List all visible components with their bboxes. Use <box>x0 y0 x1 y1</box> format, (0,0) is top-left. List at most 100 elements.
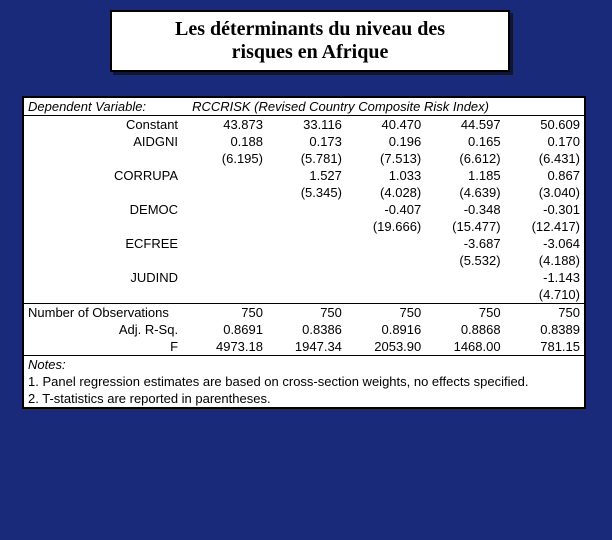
row-democ: DEMOC -0.407 -0.348 -0.301 <box>24 201 584 218</box>
cell: 40.470 <box>346 116 425 134</box>
cell: 4973.18 <box>188 338 267 356</box>
cell: (4.188) <box>505 252 584 269</box>
constant-label: Constant <box>24 116 188 134</box>
dep-var-value: RCCRISK (Revised Country Composite Risk … <box>188 98 584 116</box>
democ-label: DEMOC <box>24 201 188 218</box>
row-judind: JUDIND -1.143 <box>24 269 584 286</box>
cell: 1.527 <box>267 167 346 184</box>
ecfree-label: ECFREE <box>24 235 188 252</box>
cell <box>188 184 267 201</box>
cell: (6.431) <box>505 150 584 167</box>
cell <box>267 235 346 252</box>
cell <box>188 252 267 269</box>
fstat-label: F <box>24 338 188 356</box>
cell <box>267 286 346 304</box>
cell <box>267 201 346 218</box>
row-democ-t: (19.666) (15.477) (12.417) <box>24 218 584 235</box>
row-nobs: Number of Observations 750 750 750 750 7… <box>24 304 584 322</box>
cell: (4.028) <box>346 184 425 201</box>
regression-table: Dependent Variable: RCCRISK (Revised Cou… <box>22 96 586 409</box>
judind-label: JUDIND <box>24 269 188 286</box>
row-judind-t: (4.710) <box>24 286 584 304</box>
cell <box>346 235 425 252</box>
notes-title: Notes: <box>24 356 584 373</box>
cell: (7.513) <box>346 150 425 167</box>
adjr2-label: Adj. R-Sq. <box>24 321 188 338</box>
cell: 0.173 <box>267 133 346 150</box>
cell: 0.8691 <box>188 321 267 338</box>
cell: 1.033 <box>346 167 425 184</box>
cell: 750 <box>425 304 504 322</box>
cell <box>425 286 504 304</box>
cell: 781.15 <box>505 338 584 356</box>
cell: -3.687 <box>425 235 504 252</box>
cell <box>188 286 267 304</box>
cell: -3.064 <box>505 235 584 252</box>
cell: 0.8386 <box>267 321 346 338</box>
row-corrupa-t: (5.345) (4.028) (4.639) (3.040) <box>24 184 584 201</box>
slide-title: Les déterminants du niveau des risques e… <box>110 10 510 72</box>
cell: 0.8916 <box>346 321 425 338</box>
note-1: 1. Panel regression estimates are based … <box>24 373 584 390</box>
cell: (15.477) <box>425 218 504 235</box>
aidgni-label: AIDGNI <box>24 133 188 150</box>
cell <box>267 252 346 269</box>
cell: 750 <box>346 304 425 322</box>
cell: -0.407 <box>346 201 425 218</box>
note-2: 2. T-statistics are reported in parenthe… <box>24 390 584 407</box>
cell <box>188 269 267 286</box>
cell <box>425 269 504 286</box>
cell <box>346 269 425 286</box>
cell: 0.8389 <box>505 321 584 338</box>
cell: 2053.90 <box>346 338 425 356</box>
cell <box>267 269 346 286</box>
cell: -0.348 <box>425 201 504 218</box>
row-constant: Constant 43.873 33.116 40.470 44.597 50.… <box>24 116 584 134</box>
row-adjr2: Adj. R-Sq. 0.8691 0.8386 0.8916 0.8868 0… <box>24 321 584 338</box>
cell: 44.597 <box>425 116 504 134</box>
cell <box>346 252 425 269</box>
cell: 1468.00 <box>425 338 504 356</box>
cell: 0.196 <box>346 133 425 150</box>
cell: (6.195) <box>188 150 267 167</box>
row-fstat: F 4973.18 1947.34 2053.90 1468.00 781.15 <box>24 338 584 356</box>
row-corrupa: CORRUPA 1.527 1.033 1.185 0.867 <box>24 167 584 184</box>
cell <box>188 167 267 184</box>
cell: 0.188 <box>188 133 267 150</box>
cell: (19.666) <box>346 218 425 235</box>
cell: 750 <box>188 304 267 322</box>
cell: -1.143 <box>505 269 584 286</box>
cell: (4.710) <box>505 286 584 304</box>
title-line-1: Les déterminants du niveau des <box>120 18 500 41</box>
cell: 750 <box>505 304 584 322</box>
cell <box>188 235 267 252</box>
row-aidgni: AIDGNI 0.188 0.173 0.196 0.165 0.170 <box>24 133 584 150</box>
cell: 50.609 <box>505 116 584 134</box>
cell: 0.867 <box>505 167 584 184</box>
row-aidgni-t: (6.195) (5.781) (7.513) (6.612) (6.431) <box>24 150 584 167</box>
cell: 0.170 <box>505 133 584 150</box>
cell: 33.116 <box>267 116 346 134</box>
nobs-label: Number of Observations <box>24 304 188 322</box>
cell <box>188 201 267 218</box>
cell: (5.532) <box>425 252 504 269</box>
cell <box>346 286 425 304</box>
cell: 1.185 <box>425 167 504 184</box>
cell: (12.417) <box>505 218 584 235</box>
corrupa-label: CORRUPA <box>24 167 188 184</box>
row-ecfree: ECFREE -3.687 -3.064 <box>24 235 584 252</box>
cell: -0.301 <box>505 201 584 218</box>
cell: 43.873 <box>188 116 267 134</box>
cell <box>188 218 267 235</box>
cell: 1947.34 <box>267 338 346 356</box>
table-header-row: Dependent Variable: RCCRISK (Revised Cou… <box>24 98 584 116</box>
cell: (6.612) <box>425 150 504 167</box>
cell: 0.165 <box>425 133 504 150</box>
dep-var-label: Dependent Variable: <box>24 98 188 116</box>
cell: (5.781) <box>267 150 346 167</box>
cell: 750 <box>267 304 346 322</box>
cell: (5.345) <box>267 184 346 201</box>
cell: 0.8868 <box>425 321 504 338</box>
row-ecfree-t: (5.532) (4.188) <box>24 252 584 269</box>
title-line-2: risques en Afrique <box>120 41 500 64</box>
